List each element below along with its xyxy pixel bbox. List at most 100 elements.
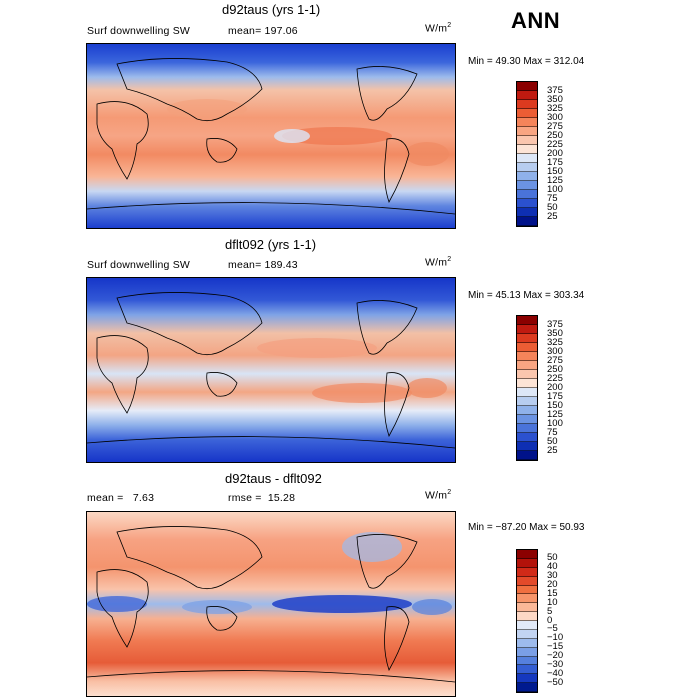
colorbar-tick-label: 150 bbox=[547, 165, 563, 177]
colorbar-segment bbox=[517, 91, 537, 100]
colorbar-segment bbox=[517, 388, 537, 397]
colorbar-segment bbox=[517, 550, 537, 559]
colorbar-tick-label: −50 bbox=[547, 676, 564, 688]
panel-2-minmax: Min = 45.13 Max = 303.34 bbox=[468, 290, 585, 301]
colorbar-tick-label: 50 bbox=[547, 435, 558, 447]
colorbar-tick-label: 375 bbox=[547, 318, 563, 330]
colorbar-tick-label: 325 bbox=[547, 102, 563, 114]
colorbar-segment bbox=[517, 325, 537, 334]
colorbar-tick-label: 175 bbox=[547, 390, 563, 402]
panel-1-map-svg bbox=[87, 44, 455, 228]
panel-3-coastlines bbox=[87, 526, 455, 683]
colorbar-segment bbox=[517, 190, 537, 199]
colorbar-segment bbox=[517, 451, 537, 460]
panel-1-units: W/m2 bbox=[425, 22, 452, 35]
colorbar-tick-label: 325 bbox=[547, 336, 563, 348]
panel-3-map bbox=[86, 511, 456, 697]
colorbar-tick-label: 275 bbox=[547, 120, 563, 132]
panel-3-rmse: rmse = 15.28 bbox=[228, 492, 296, 504]
page-title: ANN bbox=[511, 8, 561, 33]
colorbar-tick-label: −40 bbox=[547, 667, 564, 679]
colorbar-tick-label: 225 bbox=[547, 372, 563, 384]
colorbar-segment bbox=[517, 656, 537, 666]
colorbar-segment bbox=[517, 674, 537, 684]
colorbar-tick-label: −30 bbox=[547, 658, 564, 670]
colorbar-tick-label: 25 bbox=[547, 444, 558, 456]
panel-3-title: d92taus - dflt092 bbox=[225, 471, 322, 486]
colorbar-segment bbox=[517, 163, 537, 172]
colorbar-segment bbox=[517, 109, 537, 118]
colorbar-tick-label: 350 bbox=[547, 93, 563, 105]
panel-1-coastlines bbox=[87, 58, 455, 215]
colorbar-segment bbox=[517, 576, 537, 586]
colorbar-tick-label: 20 bbox=[547, 579, 558, 590]
colorbar-tick-label: 75 bbox=[547, 426, 558, 438]
panel-2-coastlines bbox=[87, 292, 455, 449]
colorbar-segment bbox=[517, 343, 537, 352]
colorbar-segment bbox=[517, 370, 537, 379]
colorbar-tick-label: −5 bbox=[547, 623, 558, 635]
colorbar-segment bbox=[517, 127, 537, 136]
panel-3-colorbar bbox=[516, 549, 538, 693]
colorbar-segment bbox=[517, 145, 537, 154]
colorbar-tick-label: 200 bbox=[547, 147, 563, 159]
colorbar-tick-label: 300 bbox=[547, 111, 563, 123]
colorbar-segment bbox=[517, 199, 537, 208]
colorbar-segment bbox=[517, 629, 537, 639]
colorbar-tick-label: 50 bbox=[547, 552, 558, 564]
colorbar-segment bbox=[517, 603, 537, 613]
colorbar-tick-label: −20 bbox=[547, 650, 564, 661]
panel-3-map-svg bbox=[87, 512, 455, 696]
colorbar-segment bbox=[517, 621, 537, 630]
colorbar-segment bbox=[517, 118, 537, 127]
colorbar-tick-label: 25 bbox=[547, 210, 558, 222]
panel-2-map bbox=[86, 277, 456, 463]
panel-3-units: W/m2 bbox=[425, 489, 452, 502]
panel-2-colorbar-labels: 375 350 325 300 275 250 225 200 175 150 125 100 75 50… bbox=[547, 315, 587, 459]
panel-3-colorbar-labels: 50 40 30 20 15 10 5 0 −5 −10 −15 −20 −30 −40 −50 bbox=[547, 549, 587, 691]
panel-3-mean: mean = 7.63 bbox=[87, 492, 155, 504]
colorbar-tick-label: 125 bbox=[547, 408, 563, 420]
colorbar-segment bbox=[517, 415, 537, 424]
colorbar-tick-label: 175 bbox=[547, 156, 563, 168]
colorbar-segment bbox=[517, 172, 537, 181]
colorbar-segment bbox=[517, 379, 537, 388]
colorbar-segment bbox=[517, 442, 537, 451]
colorbar-tick-label: 150 bbox=[547, 399, 563, 411]
colorbar-tick-label: 15 bbox=[547, 587, 558, 599]
panel-3-minmax: Min = −87.20 Max = 50.93 bbox=[468, 522, 585, 533]
colorbar-tick-label: 40 bbox=[547, 561, 558, 573]
colorbar-segment bbox=[517, 647, 537, 657]
colorbar-tick-label: 300 bbox=[547, 345, 563, 357]
colorbar-tick-label: 350 bbox=[547, 327, 563, 339]
colorbar-tick-label: 0 bbox=[547, 614, 553, 626]
panel-1-title: d92taus (yrs 1-1) bbox=[222, 2, 321, 17]
panel-2-mean: mean= 189.43 bbox=[228, 259, 298, 271]
colorbar-tick-label: −10 bbox=[547, 632, 564, 644]
panel-1-variable-label: Surf downwelling SW bbox=[87, 25, 191, 37]
colorbar-tick-label: 250 bbox=[547, 363, 563, 375]
colorbar-segment bbox=[517, 217, 537, 226]
colorbar-segment bbox=[517, 181, 537, 190]
colorbar-segment bbox=[517, 558, 537, 568]
colorbar-segment bbox=[517, 433, 537, 442]
colorbar-segment bbox=[517, 154, 537, 163]
colorbar-segment bbox=[517, 82, 537, 91]
colorbar-segment bbox=[517, 406, 537, 415]
colorbar-segment bbox=[517, 316, 537, 325]
colorbar-segment bbox=[517, 208, 537, 217]
panel-2-colorbar bbox=[516, 315, 538, 461]
colorbar-segment bbox=[517, 136, 537, 145]
panel-1-colorbar bbox=[516, 81, 538, 227]
colorbar-segment bbox=[517, 100, 537, 109]
colorbar-segment bbox=[517, 352, 537, 361]
colorbar-segment bbox=[517, 612, 537, 621]
colorbar-segment bbox=[517, 334, 537, 343]
colorbar-tick-label: 100 bbox=[547, 417, 563, 429]
panel-1-minmax: Min = 49.30 Max = 312.04 bbox=[468, 56, 585, 67]
panel-1-mean: mean= 197.06 bbox=[228, 25, 298, 37]
colorbar-tick-label: 275 bbox=[547, 354, 563, 366]
colorbar-segment bbox=[517, 585, 537, 595]
colorbar-tick-label: 375 bbox=[547, 84, 563, 96]
colorbar-segment bbox=[517, 594, 537, 604]
